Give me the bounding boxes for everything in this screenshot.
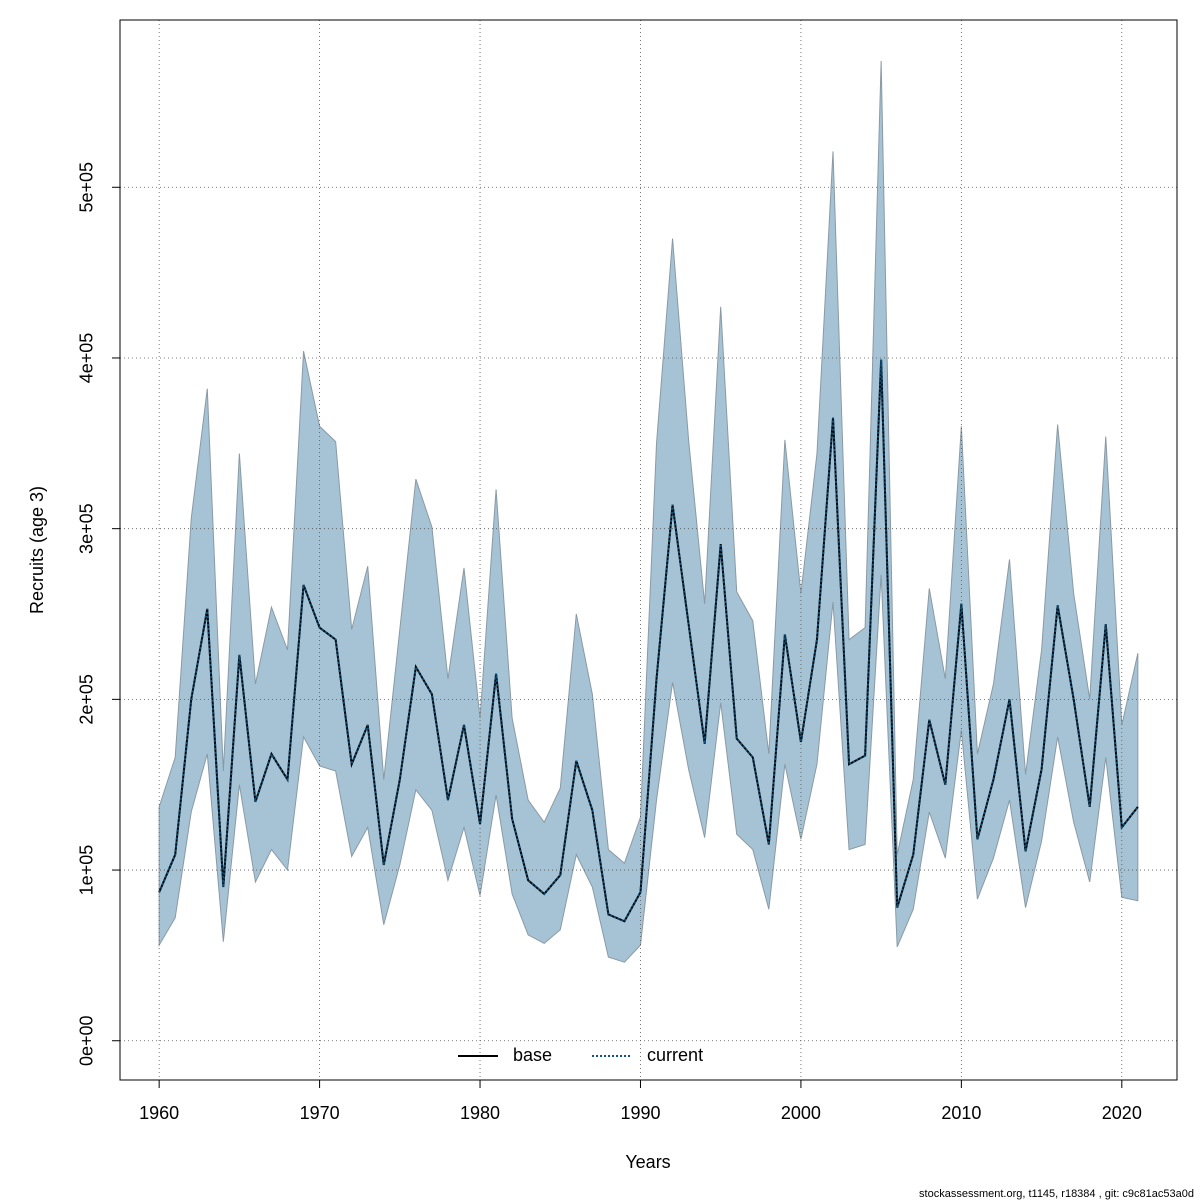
x-axis-label: Years (625, 1152, 670, 1172)
legend-label: current (647, 1045, 703, 1065)
x-tick-label: 2010 (941, 1103, 981, 1123)
x-tick-label: 1970 (300, 1103, 340, 1123)
y-tick-label: 3e+05 (77, 503, 97, 554)
y-tick-label: 1e+05 (77, 845, 97, 896)
y-tick-label: 2e+05 (77, 674, 97, 725)
y-tick-label: 4e+05 (77, 333, 97, 384)
y-tick-label: 0e+00 (77, 1015, 97, 1066)
confidence-band (158, 60, 1139, 963)
series-line (158, 359, 1139, 923)
y-axis-label: Recruits (age 3) (27, 486, 47, 614)
x-tick-label: 1980 (460, 1103, 500, 1123)
y-tick-label: 5e+05 (77, 162, 97, 213)
legend-label: base (513, 1045, 552, 1065)
x-tick-label: 1990 (620, 1103, 660, 1123)
x-tick-label: 1960 (139, 1103, 179, 1123)
x-tick-label: 2020 (1102, 1103, 1142, 1123)
footer: stockassessment.org, t1145, r18384 , git… (919, 1188, 1194, 1200)
x-tick-label: 2000 (781, 1103, 821, 1123)
plot-frame (119, 19, 1178, 1081)
